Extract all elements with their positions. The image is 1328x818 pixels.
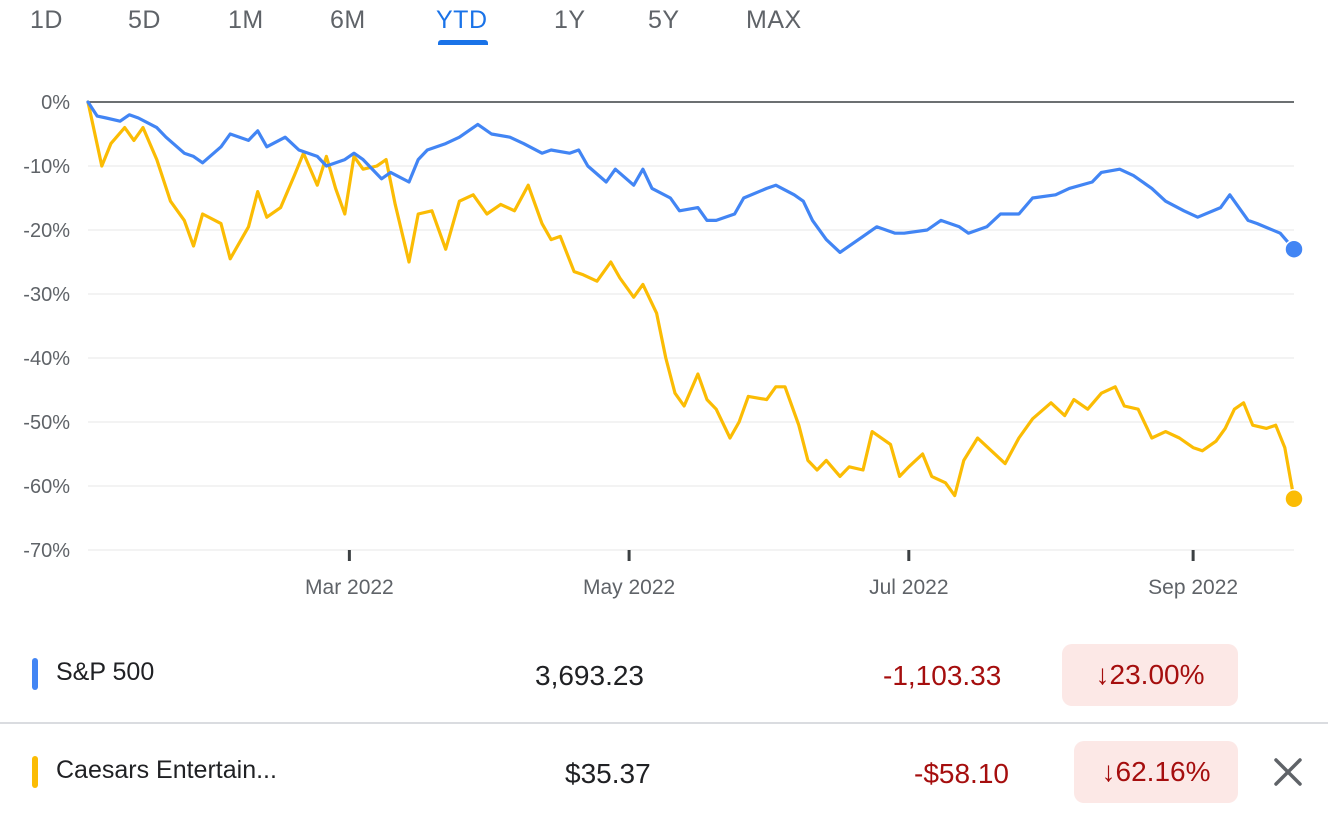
close-icon[interactable] [1268,752,1308,792]
tab-1m[interactable]: 1M [228,6,264,34]
row-price: $35.37 [565,758,651,789]
y-tick-label: -30% [23,284,70,306]
row-name: Caesars Entertain... [56,756,277,784]
comparison-chart[interactable]: 0% -10% -20% -30% -40% -50% -60% -70% Mar 2022 Ma… [0,80,1328,620]
tab-5d[interactable]: 5D [128,6,161,34]
y-tick-label: -70% [23,540,70,562]
x-tick-label: Sep 2022 [1148,576,1238,599]
comparison-row-caesars[interactable]: Caesars Entertain... $35.37 -$58.10 ↓62.… [0,724,1328,818]
tab-5y[interactable]: 5Y [648,6,680,34]
x-tick-label: Jul 2022 [869,576,948,599]
row-change: -$58.10 [914,758,1009,789]
range-tabs: 1D 5D 1M 6M YTD 1Y 5Y MAX [0,0,1328,56]
tab-max[interactable]: MAX [746,6,802,34]
y-tick-label: -60% [23,476,70,498]
tab-6m[interactable]: 6M [330,6,366,34]
series-line-sp500 [86,100,1296,254]
x-tick-label: Mar 2022 [305,576,394,599]
series-swatch-sp500 [32,658,38,690]
y-tick-label: 0% [41,92,70,114]
row-divider [0,722,1328,724]
arrow-down-icon: ↓ [1101,756,1116,787]
series-endpoint-caesars [1284,489,1304,509]
active-tab-indicator [438,40,488,45]
y-tick-label: -40% [23,348,70,370]
row-percent-badge: ↓23.00% [1062,644,1238,706]
series-line-caesars [86,100,1296,501]
row-price: 3,693.23 [535,660,644,691]
y-tick-label: -50% [23,412,70,434]
tab-1y[interactable]: 1Y [554,6,586,34]
x-tick-label: May 2022 [583,576,675,599]
arrow-down-icon: ↓ [1095,659,1110,690]
tab-1d[interactable]: 1D [30,6,63,34]
row-percent-badge: ↓62.16% [1074,741,1238,803]
y-tick-label: -10% [23,156,70,178]
row-name: S&P 500 [56,658,155,686]
row-percent: 23.00% [1109,659,1205,690]
comparison-row-sp500[interactable]: S&P 500 3,693.23 -1,103.33 ↓23.00% [0,636,1328,722]
tab-ytd[interactable]: YTD [436,6,488,34]
y-tick-label: -20% [23,220,70,242]
row-change: -1,103.33 [883,660,1002,691]
series-endpoint-sp500 [1284,239,1304,259]
row-percent: 62.16% [1115,756,1211,787]
series-swatch-caesars [32,756,38,788]
